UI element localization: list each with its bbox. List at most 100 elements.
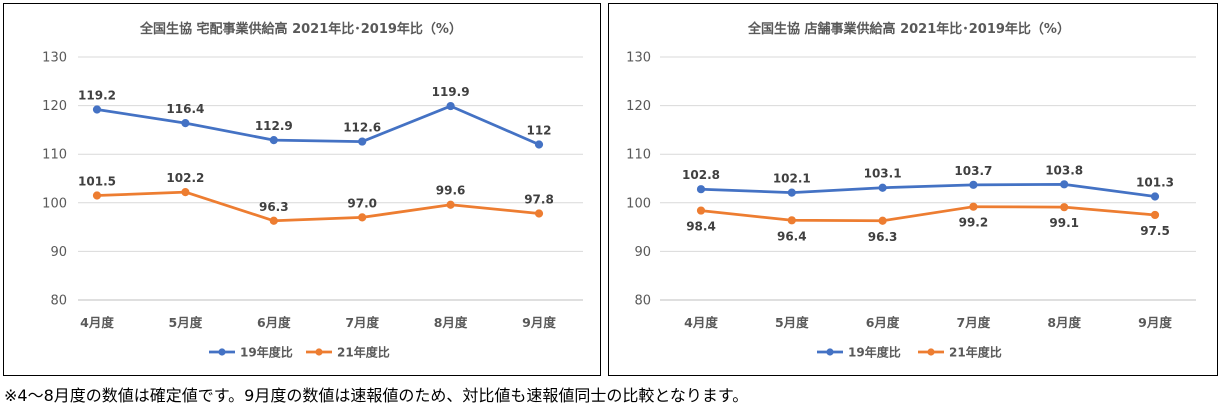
data-point-marker (358, 137, 367, 146)
y-tick-label: 90 (50, 245, 67, 260)
data-label: 97.5 (1140, 224, 1170, 238)
data-point-marker (969, 202, 978, 211)
x-category-label: 8月度 (434, 315, 468, 330)
x-category-label: 5月度 (775, 315, 809, 330)
data-point-marker (534, 209, 544, 218)
data-label: 96.4 (777, 229, 807, 243)
series-group: 102.8 102.1 103.1 103.7 103.8 101.3 98.4 96.4 96… (682, 163, 1174, 243)
data-label: 97.8 (524, 192, 554, 206)
legend-label: 21年度比 (949, 345, 1002, 360)
x-category-label: 9月度 (1138, 315, 1172, 330)
data-point-marker (181, 188, 190, 197)
data-point-marker (787, 188, 796, 197)
chart-title: 全国生協 店舗事業供給高 2021年比･2019年比（%） (747, 21, 1070, 37)
legend-item: 19年度比 (209, 345, 293, 360)
y-tick-label: 110 (42, 148, 67, 163)
axis-labels: 130 120 110 100 90 80 4月度 5月度 6月度 7月度 8月度 9月度 (42, 51, 556, 331)
data-point-marker (969, 180, 978, 189)
series-line (699, 205, 1157, 223)
data-point-marker (1150, 210, 1160, 220)
x-category-label: 4月度 (684, 315, 718, 330)
y-tick-label: 80 (634, 294, 651, 309)
legend-marker-swatch (826, 348, 834, 356)
data-point-marker (1150, 192, 1160, 201)
data-label: 96.3 (259, 200, 289, 214)
data-label: 101.3 (1136, 175, 1174, 189)
series-line (95, 104, 541, 146)
legend-item: 21年度比 (306, 345, 390, 360)
chart-store-supply: 全国生協 店舗事業供給高 2021年比･2019年比（%） 1301201101… (608, 3, 1218, 376)
x-category-label: 6月度 (257, 315, 291, 330)
y-tick-label: 130 (42, 51, 67, 66)
data-point-marker (181, 118, 190, 128)
data-label: 103.8 (1045, 163, 1083, 177)
data-label: 99.1 (1049, 216, 1079, 230)
data-label: 102.2 (166, 171, 204, 185)
data-label: 112.9 (255, 119, 293, 133)
data-point-marker (92, 105, 102, 114)
data-point-marker (534, 140, 544, 149)
legend-item: 19年度比 (817, 345, 901, 360)
data-point-marker (358, 213, 367, 222)
data-label: 119.9 (432, 85, 470, 99)
legend-label: 21年度比 (337, 345, 390, 360)
data-label: 99.2 (959, 216, 989, 230)
data-point-marker (446, 101, 455, 111)
data-label: 112 (526, 123, 551, 137)
chart-delivery-supply: 全国生協 宅配事業供給高 2021年比･2019年比（%） 1301201101… (3, 3, 601, 376)
x-category-label: 8月度 (1047, 315, 1081, 330)
data-label: 103.1 (864, 167, 902, 181)
data-label: 97.0 (347, 196, 377, 210)
legend-label: 19年度比 (848, 345, 901, 360)
x-category-label: 7月度 (345, 315, 379, 330)
data-label: 96.3 (868, 230, 898, 244)
y-tick-label: 80 (50, 294, 67, 309)
charts-canvas: 全国生協 宅配事業供給高 2021年比･2019年比（%） 1301201101… (3, 3, 1218, 376)
data-point-marker (446, 200, 455, 209)
axis-labels: 130 120 110 100 90 80 4月度 5月度 6月度 7月度 8月度 9月度 (626, 51, 1172, 331)
data-point-marker (878, 183, 887, 192)
y-tick-label: 130 (626, 51, 651, 66)
footnote: ※4～8月度の数値は確定値です。9月度の数値は速報値のため、対比値も速報値同士の… (4, 386, 749, 405)
data-label: 101.5 (78, 175, 116, 189)
data-point-marker (92, 191, 102, 200)
legend-marker-swatch (315, 348, 323, 356)
data-point-marker (878, 216, 887, 225)
data-point-marker (269, 136, 278, 145)
y-tick-label: 100 (626, 196, 651, 211)
data-label: 102.8 (682, 168, 720, 182)
legend-marker-swatch (218, 348, 226, 356)
x-category-label: 4月度 (80, 315, 114, 330)
y-tick-label: 90 (634, 245, 651, 260)
series-line (699, 182, 1157, 198)
x-category-label: 9月度 (522, 315, 556, 330)
data-point-marker (787, 216, 796, 225)
series-group: 119.2 116.4 112.9 112.6 119.9 112 101.5 102.2 96… (78, 85, 554, 225)
y-tick-label: 120 (626, 99, 651, 114)
data-label: 116.4 (166, 102, 204, 116)
data-label: 98.4 (686, 220, 716, 234)
data-label: 103.7 (954, 164, 992, 178)
data-point-marker (1060, 203, 1069, 212)
x-category-label: 6月度 (866, 315, 900, 330)
data-point-marker (696, 206, 706, 215)
data-label: 102.1 (773, 172, 811, 186)
data-point-marker (1060, 180, 1069, 189)
data-point-marker (269, 216, 278, 225)
legend: 19年度比 21年度比 (209, 345, 390, 360)
chart-title: 全国生協 宅配事業供給高 2021年比･2019年比（%） (139, 21, 462, 37)
data-label: 119.2 (78, 88, 116, 102)
chart-frame (3, 3, 601, 376)
legend-marker-swatch (927, 348, 935, 356)
gridlines (78, 56, 583, 301)
data-point-marker (696, 185, 706, 194)
x-category-label: 5月度 (169, 315, 203, 330)
y-tick-label: 120 (42, 99, 67, 114)
legend-label: 19年度比 (240, 345, 293, 360)
y-tick-label: 100 (42, 196, 67, 211)
data-label: 99.6 (436, 184, 466, 198)
x-category-label: 7月度 (957, 315, 991, 330)
y-tick-label: 110 (626, 148, 651, 163)
legend-item: 21年度比 (918, 345, 1002, 360)
